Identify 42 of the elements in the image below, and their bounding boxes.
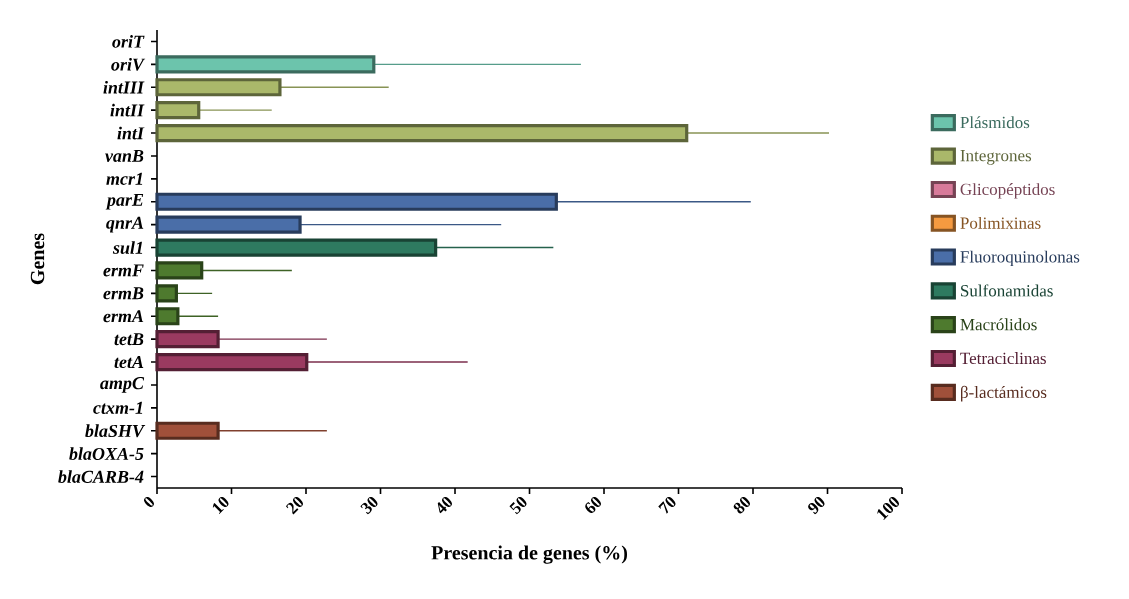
legend-label: Macrólidos xyxy=(960,318,1037,331)
x-tick-label: 10 xyxy=(212,496,229,514)
y-tick-label: intIII xyxy=(103,80,145,94)
x-axis-title: Presencia de genes (%) xyxy=(431,545,628,564)
legend-label: Tetraciclinas xyxy=(960,352,1046,365)
legend-label: Plásmidos xyxy=(960,116,1030,129)
y-tick-label: mcr1 xyxy=(106,172,143,185)
y-axis-title: Genes xyxy=(30,233,45,285)
y-tick-label: oriT xyxy=(112,35,145,48)
legend-label: β-lactámicos xyxy=(961,385,1047,402)
y-tick-label: ermB xyxy=(103,287,144,300)
y-tick-label: ermA xyxy=(103,310,144,323)
y-tick-label: tetA xyxy=(114,356,144,369)
y-tick-label: ctxm-1 xyxy=(93,401,143,414)
x-tick-label: 40 xyxy=(437,496,453,514)
x-tick-label: 30 xyxy=(360,496,378,515)
y-tick-label: qnrA xyxy=(106,216,144,233)
x-tick-label: 60 xyxy=(585,496,602,513)
y-tick-label: blaSHV xyxy=(85,424,146,438)
x-tick-label: 20 xyxy=(286,496,304,515)
legend-label: Fluoroquinolonas xyxy=(960,250,1080,267)
y-tick-label: sul1 xyxy=(112,241,143,254)
x-tick-label: 50 xyxy=(509,496,527,515)
legend-label: Glicopéptidos xyxy=(960,183,1055,199)
y-tick-label: blaCARB-4 xyxy=(58,470,144,483)
y-tick-label: tetB xyxy=(114,333,144,346)
y-tick-label: parE xyxy=(105,193,144,210)
x-tick-label: 70 xyxy=(658,496,676,514)
y-tick-label: vanB xyxy=(105,149,144,162)
x-tick-label: 80 xyxy=(733,496,751,514)
y-tick-label: oriV xyxy=(111,57,146,71)
y-tick-label: blaOXA-5 xyxy=(69,447,144,460)
x-tick-label: 100 xyxy=(877,496,900,520)
y-tick-label: intII xyxy=(110,103,145,117)
y-tick-label: ampC xyxy=(100,377,145,393)
y-tick-label: intI xyxy=(117,126,145,140)
x-tick-label: 90 xyxy=(808,496,825,515)
y-tick-label: ermF xyxy=(103,264,144,277)
legend-label: Polimixinas xyxy=(960,216,1041,229)
legend-label: Sulfonamidas xyxy=(961,284,1053,297)
legend-label: Integrones xyxy=(960,150,1032,165)
x-tick-label: 0 xyxy=(143,496,155,508)
